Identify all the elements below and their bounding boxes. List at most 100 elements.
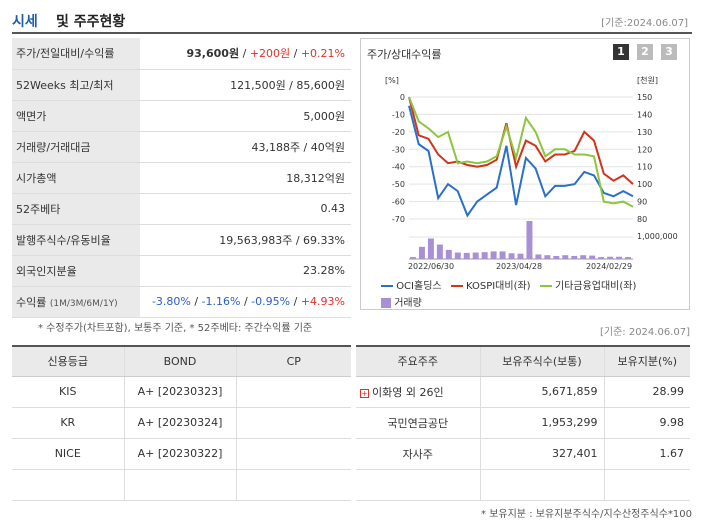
return-6m: -0.95%: [251, 295, 291, 308]
base-date-2: [기준: 2024.06.07]: [599, 327, 690, 338]
legend-label: 거래량: [394, 298, 422, 309]
quote-row: 주가/전일대비/수익률 93,600원 / +200원 / +0.21%: [12, 38, 351, 70]
holder-name: [356, 469, 481, 501]
cp-cell: [236, 469, 351, 501]
table-row: KR A+ [20230324]: [12, 407, 351, 439]
volume-bar: [625, 257, 631, 259]
volume-bar: [410, 257, 416, 259]
shares-cell: 327,401: [480, 438, 605, 470]
major-shareholder-table: 주요주주 보유주식수(보통) 보유지분(%) + 이화영 외 26인 5,671,…: [356, 345, 690, 501]
shares-cell: 1,953,299: [480, 407, 605, 439]
separator: /: [290, 47, 301, 61]
volume-bar: [427, 238, 434, 259]
y-left-tick-label: -70: [392, 215, 405, 224]
bond-cell: [124, 469, 237, 501]
base-date: [기준:2024.06.07]: [601, 18, 688, 29]
legend-swatch: [539, 285, 552, 287]
chart-page-1-button[interactable]: 1: [613, 44, 629, 60]
table-row: KIS A+ [20230323]: [12, 376, 351, 408]
x-tick-label: 2024/02/29: [586, 262, 632, 271]
shares-cell: [480, 469, 605, 501]
chart-page-2-button[interactable]: 2: [637, 44, 653, 60]
chart-page-3-button[interactable]: 3: [661, 44, 677, 60]
y-left-unit: [%]: [385, 76, 399, 85]
quote-value: 18,312억원: [140, 162, 351, 194]
bond-cell: A+ [20230322]: [124, 438, 237, 470]
holder-name: 자사주: [356, 438, 481, 470]
quote-row: 외국인지분율 23.28%: [12, 255, 351, 287]
x-tick-label: 2023/04/28: [496, 262, 542, 271]
change-percent: +0.21%: [300, 47, 345, 61]
y-right-tick-label: 140: [637, 110, 652, 119]
volume-bar: [598, 257, 605, 259]
quote-row: 52Weeks 최고/최저 121,500원 / 85,600원: [12, 69, 351, 101]
agency-cell: KR: [12, 407, 125, 439]
pct-cell: 28.99: [604, 376, 690, 408]
y-left-tick-label: -10: [392, 110, 405, 119]
agency-cell: KIS: [12, 376, 125, 408]
pct-cell: 9.98: [604, 407, 690, 439]
expand-holder-button[interactable]: +: [360, 388, 369, 398]
volume-bar: [499, 251, 506, 259]
separator: /: [244, 295, 252, 308]
credit-rating-table: 신용등급 BOND CP KIS A+ [20230323] KR A+ [2023…: [12, 345, 351, 501]
bond-cell: A+ [20230324]: [124, 407, 237, 439]
y-left-tick-label: -20: [392, 128, 405, 137]
quote-value: 5,000원: [140, 100, 351, 132]
quote-value: 43,188주 / 40억원: [140, 131, 351, 163]
separator: /: [194, 295, 202, 308]
series-line: [408, 96, 634, 208]
agency-cell: [12, 469, 125, 501]
y-right-tick-label: 80: [637, 215, 647, 224]
quote-value: 93,600원 / +200원 / +0.21%: [140, 38, 351, 70]
quote-label: 외국인지분율: [12, 255, 140, 287]
volume-bar: [508, 253, 515, 259]
y-left-tick-label: -50: [392, 180, 405, 189]
volume-bar: [562, 255, 569, 259]
price-change: +200원: [249, 47, 291, 61]
quote-label: 52Weeks 최고/최저: [12, 69, 140, 101]
table-header-row: 주요주주 보유주식수(보통) 보유지분(%): [356, 345, 690, 377]
section-title-sub: 및 주주현황: [56, 14, 126, 30]
quote-value: 19,563,983주 / 69.33%: [140, 224, 351, 256]
holder-name: 이화영 외 26인: [372, 385, 444, 399]
y-left-tick-label: -60: [392, 198, 405, 207]
quote-footnote: * 수정주가(차트포함), 보통주 기준, * 52주베타: 주간수익률 기준: [38, 323, 313, 334]
volume-bar: [445, 249, 452, 259]
return-1m: -3.80%: [151, 295, 191, 308]
y-right-tick-label: 100: [637, 180, 652, 189]
y-right-tick-label: 150: [637, 93, 652, 102]
quote-value: 121,500원 / 85,600원: [140, 69, 351, 101]
legend-swatch: [381, 298, 391, 308]
quote-label: 발행주식수/유동비율: [12, 224, 140, 256]
column-header: BOND: [124, 345, 237, 377]
cp-cell: [236, 407, 351, 439]
volume-bar: [571, 255, 578, 259]
agency-cell: NICE: [12, 438, 125, 470]
holder-name: 국민연금공단: [356, 407, 481, 439]
x-tick-label: 2022/06/30: [408, 262, 454, 271]
y-left-tick-label: -40: [392, 163, 405, 172]
y-right-tick-label: 120: [637, 145, 652, 154]
quote-row: 수익률 (1M/3M/6M/1Y) -3.80% / -1.16% / -0.9…: [12, 286, 351, 318]
chart-panel: 주가/상대수익률 1 2 3 [%] [천원] 0 150 -10 140 -20 130…: [360, 38, 690, 310]
table-row: [356, 469, 690, 501]
chart-legend: OCI홀딩스 KOSPI대비(좌) 기타금융업대비(좌) 거래량: [381, 277, 691, 309]
volume-tick-label: 1,000,000: [637, 232, 678, 241]
column-header: 보유지분(%): [604, 345, 690, 377]
pct-cell: 1.67: [604, 438, 690, 470]
quote-label: 거래량/거래대금: [12, 131, 140, 163]
quote-label: 주가/전일대비/수익률: [12, 38, 140, 70]
legend-label: OCI홀딩스: [396, 281, 442, 292]
volume-bar: [454, 252, 461, 259]
quote-table: 주가/전일대비/수익률 93,600원 / +200원 / +0.21% 52W…: [12, 38, 351, 318]
bond-cell: A+ [20230323]: [124, 376, 237, 408]
series-line: [408, 96, 634, 185]
y-right-unit: [천원]: [637, 75, 658, 85]
table-row: [12, 469, 351, 501]
y-right-tick-label: 90: [637, 198, 647, 207]
table-header-row: 신용등급 BOND CP: [12, 345, 351, 377]
pct-cell: [604, 469, 690, 501]
quote-row: 52주베타 0.43: [12, 193, 351, 225]
legend-swatch: [381, 285, 393, 287]
